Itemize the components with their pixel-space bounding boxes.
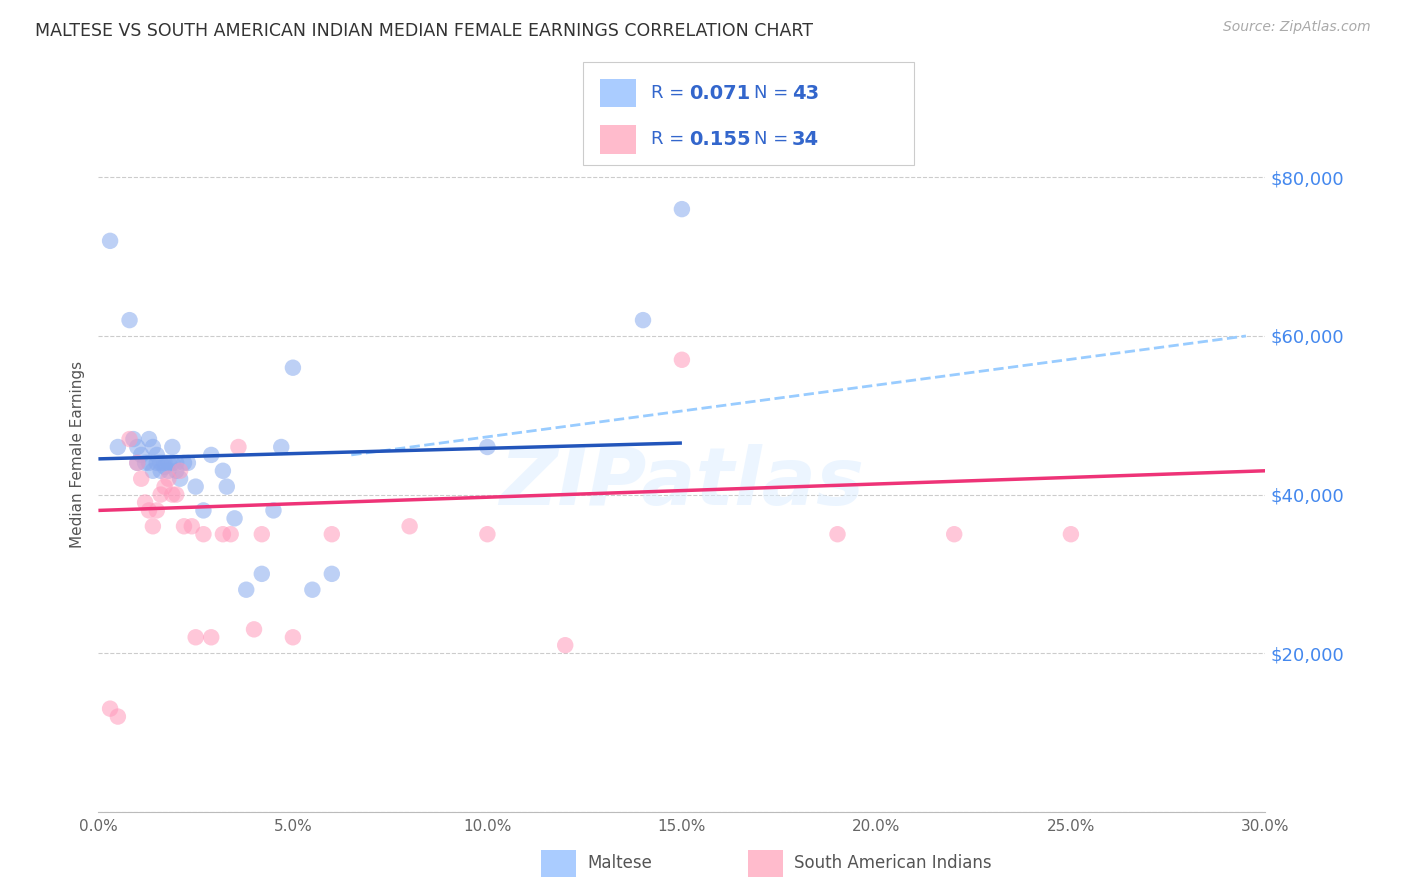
Point [146,503,169,517]
Text: N =: N = [754,84,793,103]
Point [118,313,141,327]
Point [153,456,176,470]
Point [671,202,693,216]
Text: ZIPatlas: ZIPatlas [499,444,865,523]
Point [243,623,266,637]
Point [477,440,499,454]
Text: 0.071: 0.071 [689,84,751,103]
Point [127,440,149,454]
Point [398,519,420,533]
Point [281,360,304,375]
Point [301,582,323,597]
Point [250,566,273,581]
Text: South American Indians: South American Indians [794,855,993,872]
Text: 43: 43 [792,84,818,103]
Point [162,456,184,470]
Point [228,440,250,454]
Text: R =: R = [651,130,690,148]
Point [134,456,156,470]
Point [157,464,180,478]
Point [107,709,129,723]
Point [165,487,187,501]
Point [212,464,235,478]
Point [200,630,222,644]
Point [162,487,184,501]
Point [193,503,215,517]
Point [281,630,304,644]
Text: N =: N = [754,130,793,148]
Point [157,472,180,486]
Point [321,566,343,581]
Text: 0.155: 0.155 [689,130,751,149]
Point [215,480,238,494]
Point [1060,527,1083,541]
Point [149,456,172,470]
Point [270,440,292,454]
Point [162,440,184,454]
Point [138,432,160,446]
Point [107,440,129,454]
Point [129,448,152,462]
Point [671,352,693,367]
Point [212,527,235,541]
Point [138,456,160,470]
Text: 34: 34 [792,130,818,149]
Point [200,448,222,462]
Point [142,464,165,478]
Point [138,503,160,517]
Point [149,487,172,501]
Point [554,638,576,652]
Point [142,440,165,454]
Point [184,480,207,494]
Point [122,432,145,446]
Point [262,503,284,517]
Point [153,480,176,494]
Text: MALTESE VS SOUTH AMERICAN INDIAN MEDIAN FEMALE EARNINGS CORRELATION CHART: MALTESE VS SOUTH AMERICAN INDIAN MEDIAN … [35,22,813,40]
Y-axis label: Median Female Earnings: Median Female Earnings [70,361,86,549]
Point [146,448,169,462]
Point [149,464,172,478]
Text: Maltese: Maltese [588,855,652,872]
Point [169,472,191,486]
Point [157,456,180,470]
Point [827,527,849,541]
Point [943,527,966,541]
Point [631,313,654,327]
Point [180,519,202,533]
Point [98,701,121,715]
Point [173,456,195,470]
Point [250,527,273,541]
Point [173,519,195,533]
Point [146,456,169,470]
Point [321,527,343,541]
Point [98,234,121,248]
Text: R =: R = [651,84,690,103]
Point [165,464,187,478]
Point [219,527,242,541]
Point [127,456,149,470]
Point [134,495,156,509]
Point [118,432,141,446]
Point [477,527,499,541]
Point [169,464,191,478]
Point [142,519,165,533]
Text: Source: ZipAtlas.com: Source: ZipAtlas.com [1223,20,1371,34]
Point [235,582,257,597]
Point [165,456,187,470]
Point [184,630,207,644]
Point [177,456,200,470]
Point [224,511,246,525]
Point [129,472,152,486]
Point [127,456,149,470]
Point [193,527,215,541]
Point [153,459,176,474]
